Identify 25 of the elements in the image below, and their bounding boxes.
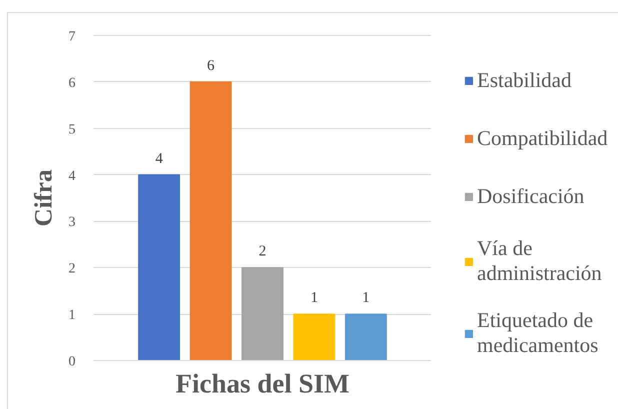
- x-axis-title: Fichas del SIM: [175, 368, 350, 398]
- y-tick-label: 3: [68, 215, 76, 230]
- legend-label: Estabilidad: [477, 66, 572, 94]
- data-label: 1: [310, 290, 318, 306]
- y-tick-label: 2: [68, 262, 76, 277]
- data-label: 2: [258, 244, 266, 260]
- y-tick-label: 5: [68, 122, 76, 138]
- y-tick-label: 7: [68, 30, 76, 44]
- bar: [138, 174, 180, 360]
- legend-label: Dosificación: [477, 182, 584, 210]
- data-label: 4: [155, 150, 164, 167]
- y-tick-label: 0: [68, 354, 76, 370]
- y-tick-label: 4: [68, 168, 76, 184]
- bar: [293, 314, 336, 360]
- legend-label: Etiquetado de medicamentos: [477, 308, 598, 358]
- y-axis-title: Cifra: [30, 169, 58, 226]
- bar: [242, 267, 284, 360]
- bar: [190, 81, 232, 360]
- bar: [344, 314, 387, 360]
- legend-label: Compatibilidad: [477, 124, 608, 152]
- data-label: 6: [207, 58, 216, 74]
- legend-label: Vía de administración: [477, 236, 602, 286]
- y-tick-label: 1: [68, 308, 76, 324]
- y-tick-label: 6: [68, 76, 76, 91]
- data-label: 1: [362, 290, 370, 306]
